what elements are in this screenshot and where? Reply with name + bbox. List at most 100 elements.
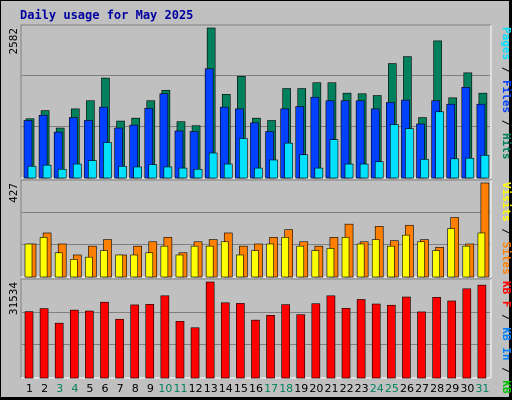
bar-kbf-day-1 bbox=[24, 311, 34, 379]
bar-pages-day-21 bbox=[329, 139, 339, 179]
chart-title: Daily usage for May 2025 bbox=[20, 8, 194, 22]
bar-visits-day-30 bbox=[462, 245, 471, 278]
x-tick-label-day-18: 18 bbox=[279, 382, 293, 395]
bar-pages-day-29 bbox=[450, 158, 460, 179]
x-tick-label-day-7: 7 bbox=[117, 382, 124, 395]
legend-entry: / bbox=[500, 222, 512, 242]
bar-visits-day-26 bbox=[402, 234, 410, 278]
x-tick-label-day-26: 26 bbox=[400, 382, 414, 395]
bar-kbf-day-30 bbox=[462, 288, 472, 379]
bar-kbf-day-24 bbox=[371, 303, 381, 379]
bar-pages-day-3 bbox=[57, 168, 67, 179]
bar-visits-day-29 bbox=[447, 228, 456, 278]
x-tick-label-day-25: 25 bbox=[385, 382, 399, 395]
bar-visits-day-23 bbox=[356, 243, 365, 278]
x-tick-label-day-6: 6 bbox=[102, 382, 109, 395]
bar-kbf-day-5 bbox=[85, 310, 94, 379]
bar-visits-day-11 bbox=[175, 254, 184, 278]
bar-pages-day-27 bbox=[420, 159, 429, 179]
legend-panel-3: KB F / KB In / KB Out bbox=[500, 281, 512, 400]
bar-pages-day-20 bbox=[314, 167, 324, 179]
x-tick-label-day-28: 28 bbox=[430, 382, 444, 395]
x-tick-label-day-14: 14 bbox=[219, 382, 233, 395]
bar-kbf-day-22 bbox=[341, 307, 351, 379]
bar-pages-day-26 bbox=[405, 128, 414, 179]
x-tick-label-day-19: 19 bbox=[294, 382, 308, 395]
x-tick-label-day-22: 22 bbox=[340, 382, 354, 395]
bar-pages-day-17 bbox=[269, 159, 278, 179]
bar-visits-day-22 bbox=[341, 237, 350, 278]
bar-pages-day-1 bbox=[27, 166, 37, 179]
bar-visits-day-18 bbox=[281, 237, 289, 278]
bar-kbf-day-26 bbox=[402, 296, 411, 379]
x-tick-label-day-31: 31 bbox=[475, 382, 489, 395]
bar-visits-day-16 bbox=[251, 250, 259, 278]
bar-kbf-day-2 bbox=[39, 308, 49, 379]
bar-visits-day-14 bbox=[220, 241, 229, 278]
bar-kbf-day-13 bbox=[205, 281, 215, 379]
bar-visits-day-20 bbox=[311, 250, 320, 278]
x-tick-label-day-9: 9 bbox=[147, 382, 154, 395]
legend-entry: Pages bbox=[500, 27, 512, 60]
bar-kbf-day-28 bbox=[432, 297, 441, 379]
x-tick-label-day-29: 29 bbox=[445, 382, 459, 395]
y-max-label-panel-1: 2582 bbox=[7, 28, 20, 55]
x-tick-label-day-5: 5 bbox=[86, 382, 93, 395]
bar-kbf-day-7 bbox=[115, 318, 124, 379]
bar-visits-day-6 bbox=[100, 250, 108, 278]
bar-visits-day-1 bbox=[24, 243, 33, 278]
x-tick-label-day-8: 8 bbox=[132, 382, 139, 395]
bar-visits-day-31 bbox=[477, 232, 486, 278]
bar-visits-day-8 bbox=[130, 254, 138, 278]
x-tick-label-day-17: 17 bbox=[264, 382, 278, 395]
bar-pages-day-2 bbox=[42, 164, 52, 179]
legend-entry: Files bbox=[500, 80, 512, 113]
bar-pages-day-9 bbox=[148, 164, 158, 179]
bar-pages-day-25 bbox=[390, 124, 399, 179]
bar-visits-day-7 bbox=[115, 254, 123, 278]
bar-pages-day-30 bbox=[465, 157, 475, 179]
bar-pages-day-5 bbox=[88, 160, 97, 179]
y-max-label-panel-3: 31534 bbox=[7, 282, 20, 315]
legend-entry: Sites bbox=[500, 242, 512, 275]
x-tick-label-day-12: 12 bbox=[189, 382, 203, 395]
bar-kbf-day-16 bbox=[251, 319, 260, 379]
bar-pages-day-14 bbox=[223, 163, 233, 179]
bar-visits-day-28 bbox=[432, 250, 440, 278]
bar-visits-day-4 bbox=[69, 259, 78, 278]
bar-pages-day-11 bbox=[178, 167, 188, 179]
x-tick-label-day-15: 15 bbox=[234, 382, 248, 395]
bar-visits-day-19 bbox=[296, 245, 305, 278]
legend-panel-2: Visits / Sites bbox=[500, 182, 512, 275]
bar-visits-day-27 bbox=[417, 241, 425, 278]
legend-entry: Visits bbox=[500, 182, 512, 222]
bar-visits-day-25 bbox=[387, 245, 395, 278]
bar-kbf-day-3 bbox=[54, 322, 64, 379]
bar-visits-day-2 bbox=[39, 237, 48, 278]
x-tick-label-day-13: 13 bbox=[204, 382, 218, 395]
bar-pages-day-13 bbox=[208, 152, 218, 179]
x-tick-label-day-24: 24 bbox=[370, 382, 384, 395]
bar-kbf-day-9 bbox=[145, 304, 155, 379]
bar-kbf-day-6 bbox=[100, 301, 109, 379]
bar-pages-day-7 bbox=[118, 166, 127, 179]
bar-kbf-day-8 bbox=[130, 304, 139, 379]
legend-panel-1: Pages / Files / Hits bbox=[500, 27, 512, 160]
bar-pages-day-4 bbox=[72, 163, 82, 179]
bar-visits-day-24 bbox=[371, 239, 380, 278]
bar-kbf-day-18 bbox=[281, 304, 290, 379]
bar-kbf-day-19 bbox=[296, 314, 306, 379]
bar-visits-day-21 bbox=[326, 248, 335, 278]
bar-pages-day-15 bbox=[239, 138, 248, 179]
legend-entry: / bbox=[500, 308, 512, 328]
x-tick-label-day-23: 23 bbox=[355, 382, 369, 395]
bar-kbf-day-21 bbox=[326, 295, 336, 379]
bar-pages-day-18 bbox=[284, 142, 293, 179]
bar-kbf-day-29 bbox=[447, 300, 457, 379]
x-tick-label-day-11: 11 bbox=[174, 382, 188, 395]
bar-kbf-day-25 bbox=[387, 304, 396, 379]
bar-files-day-10 bbox=[159, 93, 169, 179]
bar-visits-day-13 bbox=[205, 245, 214, 278]
bar-pages-day-8 bbox=[133, 166, 142, 179]
bar-visits-day-17 bbox=[266, 243, 274, 278]
